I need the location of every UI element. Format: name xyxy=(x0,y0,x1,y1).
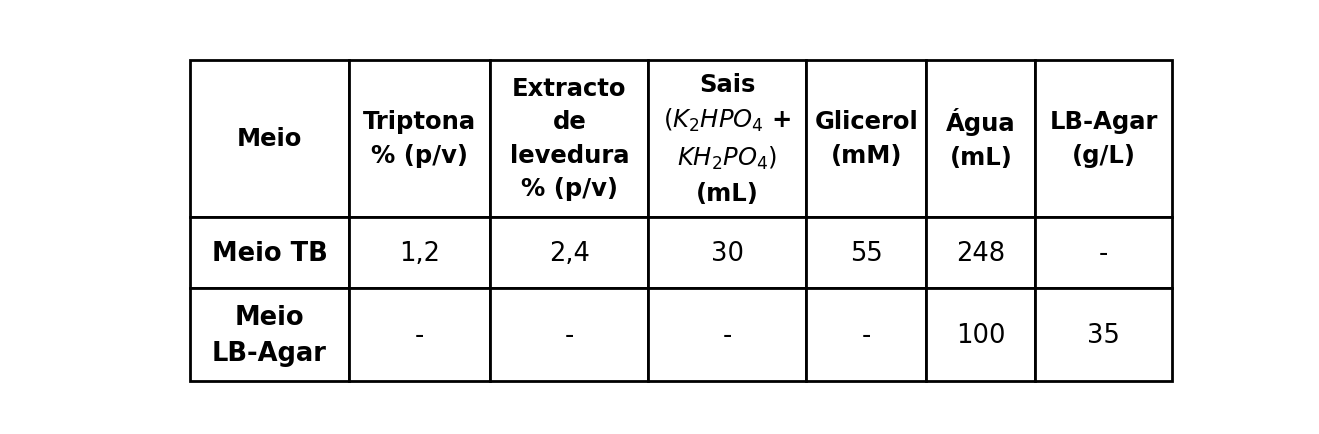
Text: Extracto
de
levedura
% (p/v): Extracto de levedura % (p/v) xyxy=(509,77,629,201)
Bar xyxy=(190,60,348,217)
Bar xyxy=(806,217,926,289)
Text: 30: 30 xyxy=(711,240,744,266)
Text: Triptona
% (p/v): Triptona % (p/v) xyxy=(363,110,476,168)
Bar xyxy=(926,60,1035,217)
Bar xyxy=(806,289,926,381)
Text: Glicerol
(mM): Glicerol (mM) xyxy=(815,110,918,168)
Bar xyxy=(190,289,348,381)
Bar xyxy=(1035,60,1171,217)
Bar xyxy=(1035,217,1171,289)
Text: -: - xyxy=(861,322,871,348)
Text: 100: 100 xyxy=(956,322,1005,348)
Bar xyxy=(649,289,806,381)
Bar xyxy=(491,289,649,381)
Bar xyxy=(190,217,348,289)
Text: -: - xyxy=(565,322,574,348)
Text: 248: 248 xyxy=(956,240,1005,266)
Text: 35: 35 xyxy=(1087,322,1120,348)
Bar xyxy=(806,60,926,217)
Bar xyxy=(1035,289,1171,381)
Bar xyxy=(491,217,649,289)
Bar xyxy=(348,289,491,381)
Text: 1,2: 1,2 xyxy=(398,240,441,266)
Bar xyxy=(926,289,1035,381)
Bar xyxy=(926,217,1035,289)
Text: -: - xyxy=(723,322,732,348)
Text: Meio
LB-Agar: Meio LB-Agar xyxy=(212,304,327,366)
Bar xyxy=(348,217,491,289)
Text: LB-Agar
(g/L): LB-Agar (g/L) xyxy=(1050,110,1158,168)
Text: 2,4: 2,4 xyxy=(549,240,590,266)
Text: 55: 55 xyxy=(849,240,882,266)
Text: Sais
$(K_2HPO_4$ +
$KH_2PO_4)$
(mL): Sais $(K_2HPO_4$ + $KH_2PO_4)$ (mL) xyxy=(663,72,791,205)
Bar xyxy=(491,60,649,217)
Bar xyxy=(649,60,806,217)
Text: -: - xyxy=(1099,240,1108,266)
Text: -: - xyxy=(414,322,423,348)
Text: Água
(mL): Água (mL) xyxy=(946,108,1016,170)
Bar xyxy=(348,60,491,217)
Bar xyxy=(649,217,806,289)
Text: Meio TB: Meio TB xyxy=(211,240,327,266)
Text: Meio: Meio xyxy=(237,127,302,151)
